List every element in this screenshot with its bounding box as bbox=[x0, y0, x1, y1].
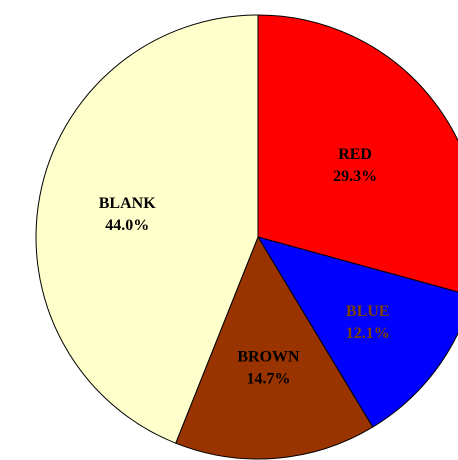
pie-label-name: BLANK bbox=[99, 195, 156, 212]
pie-label-value: 14.7% bbox=[247, 370, 291, 387]
pie-label-blank: BLANK 44.0% bbox=[99, 195, 156, 234]
pie-slice-blue bbox=[256, 236, 458, 428]
pie-label-red: RED 29.3% bbox=[333, 146, 377, 185]
pie-label-brown: BROWN 14.7% bbox=[237, 348, 300, 387]
pie-label-name: BLUE bbox=[346, 303, 390, 320]
pie-slice-red bbox=[257, 14, 458, 293]
pie-label-name: BROWN bbox=[237, 348, 300, 365]
pie-slice-brown bbox=[175, 235, 374, 460]
pie-label-blue: BLUE 12.1% bbox=[346, 303, 390, 342]
pie-slices bbox=[35, 14, 458, 460]
pie-label-name: RED bbox=[338, 146, 372, 163]
pie-label-value: 44.0% bbox=[105, 217, 149, 234]
pie-slice-blank bbox=[35, 14, 259, 444]
pie-label-value: 12.1% bbox=[346, 325, 390, 342]
pie-label-value: 29.3% bbox=[333, 168, 377, 185]
pie-labels: RED 29.3% BLUE 12.1% BROWN 14.7% BLANK 44.0% bbox=[99, 146, 390, 387]
